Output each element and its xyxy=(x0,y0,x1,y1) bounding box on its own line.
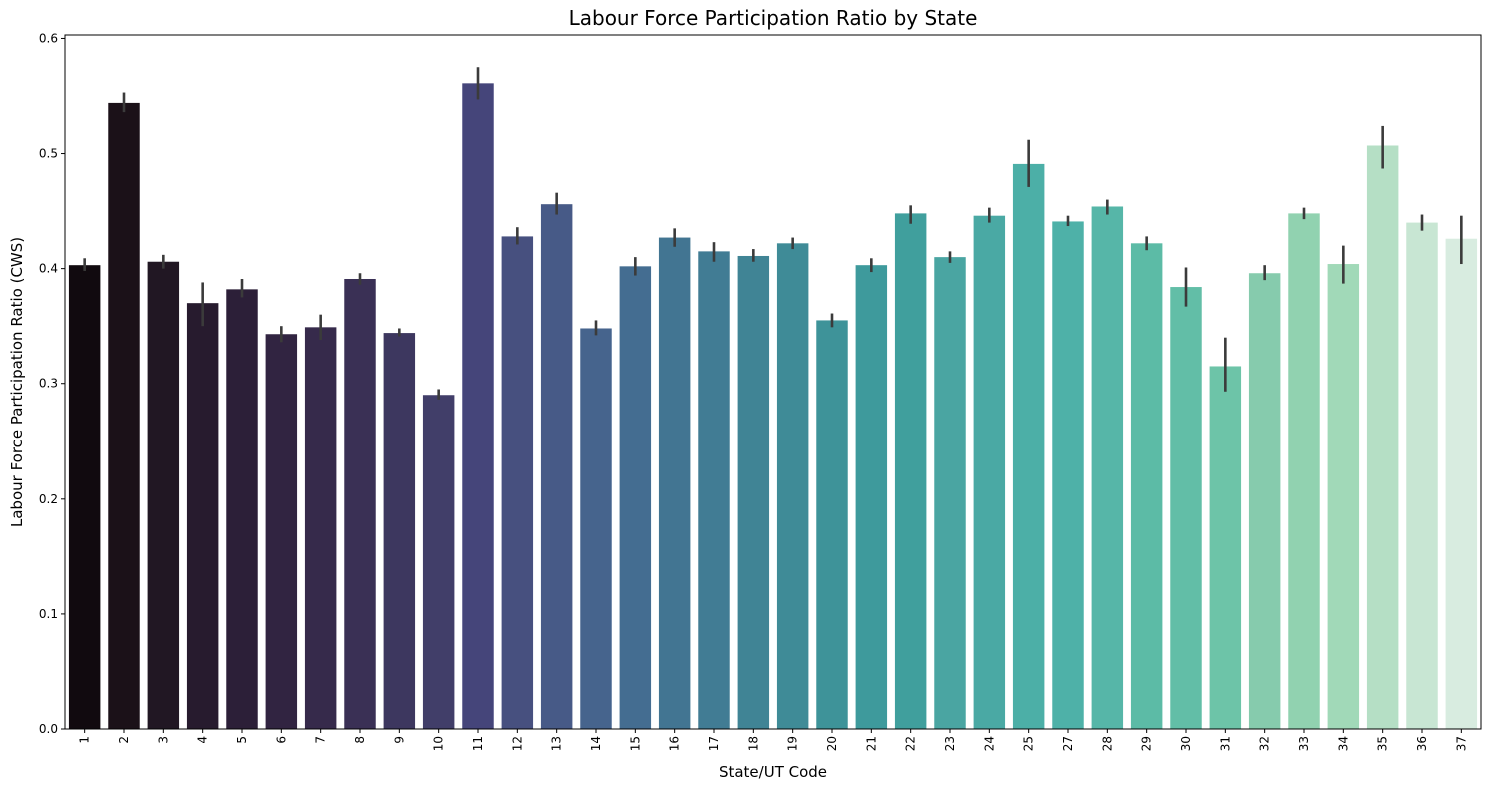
y-tick-label-0.4: 0.4 xyxy=(39,262,58,276)
bar-5 xyxy=(226,289,258,729)
bar-22 xyxy=(894,213,927,730)
x-tick-label-32: 32 xyxy=(1258,736,1272,751)
x-axis: 1 2 3 4 5 6 7 8 9 10 11 12 13 14 15 16 17 18 19 20 21 22 23 24 2… xyxy=(78,729,1468,751)
x-tick-label-19: 19 xyxy=(786,736,800,751)
x-tick-label-34: 34 xyxy=(1336,736,1350,751)
x-tick-label-8: 8 xyxy=(353,736,367,744)
x-tick-label-17: 17 xyxy=(707,736,721,751)
bar-11 xyxy=(462,83,494,729)
x-tick-label-14: 14 xyxy=(589,736,603,751)
x-tick-label-36: 36 xyxy=(1415,736,1429,751)
bar-24 xyxy=(973,215,1006,729)
bar-30 xyxy=(1170,287,1202,729)
bar-7 xyxy=(304,327,337,729)
bar-36 xyxy=(1406,222,1438,729)
x-tick-label-22: 22 xyxy=(904,736,918,751)
x-tick-label-15: 15 xyxy=(628,736,642,751)
bar-33 xyxy=(1288,213,1320,730)
x-tick-label-29: 29 xyxy=(1140,736,1154,751)
bar-15 xyxy=(619,266,652,729)
x-tick-label-24: 24 xyxy=(982,736,996,751)
x-tick-label-35: 35 xyxy=(1376,736,1390,751)
bar-29 xyxy=(1130,243,1163,729)
x-tick-label-30: 30 xyxy=(1179,736,1193,751)
bar-13 xyxy=(540,204,573,729)
bar-32 xyxy=(1248,273,1281,729)
y-tick-label-0.0: 0.0 xyxy=(39,722,58,736)
y-tick-label-0.3: 0.3 xyxy=(39,377,58,391)
bar-9 xyxy=(383,333,416,729)
x-tick-label-25: 25 xyxy=(1022,736,1036,751)
bar-25 xyxy=(1012,163,1045,729)
bar-10 xyxy=(422,395,455,729)
bar-28 xyxy=(1091,206,1124,729)
y-axis-title: Labour Force Participation Ratio (CWS) xyxy=(8,237,26,527)
x-tick-label-7: 7 xyxy=(314,736,328,744)
bar-16 xyxy=(658,237,691,729)
x-tick-label-27: 27 xyxy=(1061,736,1075,751)
bar-3 xyxy=(147,261,180,729)
x-tick-label-37: 37 xyxy=(1454,736,1468,751)
bar-1 xyxy=(68,265,101,729)
x-axis-title: State/UT Code xyxy=(719,763,827,781)
x-tick-label-20: 20 xyxy=(825,736,839,751)
x-tick-label-28: 28 xyxy=(1100,736,1114,751)
x-tick-label-4: 4 xyxy=(196,736,210,744)
plot-frame xyxy=(64,34,1482,730)
x-tick-label-2: 2 xyxy=(117,736,131,744)
y-tick-label-0.5: 0.5 xyxy=(39,147,58,161)
y-tick-label-0.2: 0.2 xyxy=(39,492,58,506)
bar-34 xyxy=(1327,264,1360,729)
y-tick-label-0.1: 0.1 xyxy=(39,607,58,621)
x-tick-label-12: 12 xyxy=(510,736,524,751)
bar-8 xyxy=(344,278,376,729)
bar-2 xyxy=(108,102,140,730)
y-axis: 0.0 0.1 0.2 0.3 0.4 0.5 0.6 xyxy=(39,31,65,736)
x-tick-label-33: 33 xyxy=(1297,736,1311,751)
chart-title: Labour Force Participation Ratio by Stat… xyxy=(569,6,978,30)
y-tick-label-0.6: 0.6 xyxy=(39,31,58,45)
bars-group xyxy=(68,83,1478,730)
bar-37 xyxy=(1445,238,1478,730)
x-tick-label-3: 3 xyxy=(156,736,170,744)
bar-17 xyxy=(698,251,730,730)
bar-14 xyxy=(580,328,612,729)
x-tick-label-16: 16 xyxy=(668,736,682,751)
x-tick-label-1: 1 xyxy=(78,736,92,744)
x-tick-label-18: 18 xyxy=(746,736,760,751)
error-bars-group xyxy=(83,67,1463,400)
bar-27 xyxy=(1052,221,1084,729)
x-tick-label-31: 31 xyxy=(1218,736,1232,751)
bar-20 xyxy=(816,320,848,729)
bar-35 xyxy=(1366,145,1399,730)
x-tick-label-9: 9 xyxy=(392,736,406,744)
bar-12 xyxy=(501,236,534,730)
bar-19 xyxy=(776,243,809,729)
x-tick-label-13: 13 xyxy=(550,736,564,751)
x-tick-label-11: 11 xyxy=(471,736,485,751)
x-tick-label-6: 6 xyxy=(274,736,288,744)
bar-21 xyxy=(855,265,888,729)
bar-18 xyxy=(737,255,770,729)
bar-23 xyxy=(934,257,966,729)
x-tick-label-5: 5 xyxy=(235,736,249,744)
bar-6 xyxy=(265,334,298,729)
bar-31 xyxy=(1209,366,1242,729)
x-tick-label-10: 10 xyxy=(432,736,446,751)
bar-4 xyxy=(186,303,219,729)
x-tick-label-23: 23 xyxy=(943,736,957,751)
x-tick-label-21: 21 xyxy=(864,736,878,751)
